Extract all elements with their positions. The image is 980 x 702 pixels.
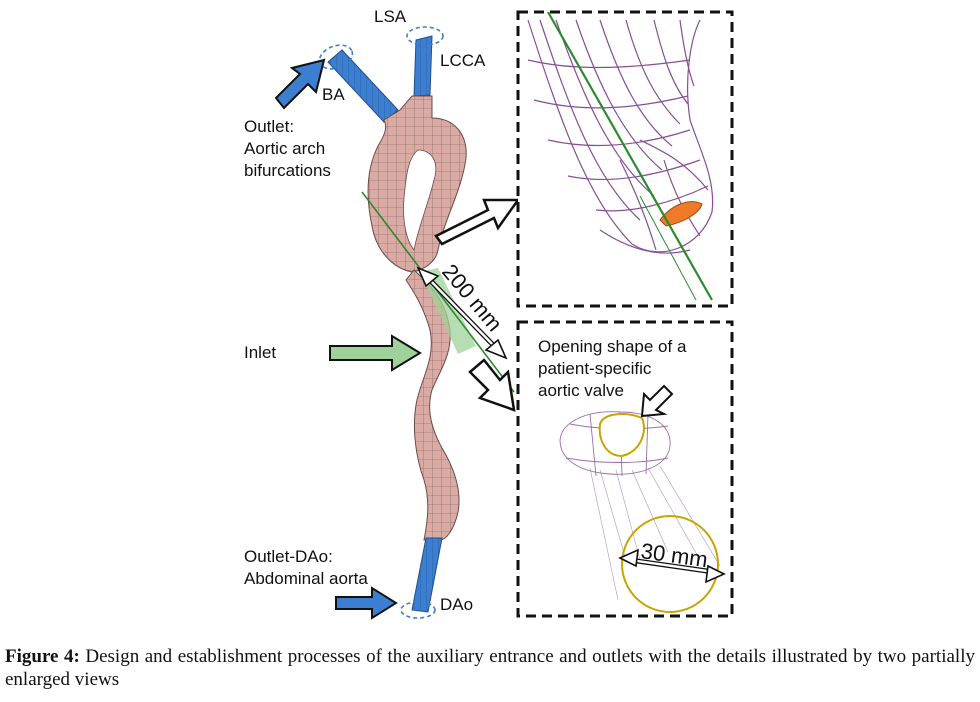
lsa-outlet-ring (406, 26, 444, 46)
label-inlet: Inlet (244, 343, 276, 362)
dao-outlet-ring (400, 601, 436, 619)
figure-caption: Figure 4: Design and establishment proce… (5, 645, 975, 691)
opening-pointer-arrow (640, 384, 674, 418)
label-outlet-2: Aortic arch (244, 139, 325, 158)
lower-inset (516, 320, 734, 618)
valve-orange (659, 201, 703, 227)
dao-extension (411, 537, 443, 613)
ba-extension (327, 49, 399, 123)
upper-inset-arrow (434, 198, 521, 246)
label-ba: BA (322, 85, 345, 104)
lcca-extension (413, 35, 433, 97)
upper-inset (516, 10, 734, 308)
label-opening-1: Opening shape of a (538, 337, 687, 356)
valve-axis-line (361, 191, 515, 393)
label-opening-3: aortic valve (538, 381, 624, 400)
label-dao: DAo (440, 595, 473, 614)
label-outlet-3: bifurcations (244, 161, 331, 180)
valve-opening-outline (598, 413, 645, 458)
label-outlet-dao-2: Abdominal aorta (244, 569, 368, 588)
label-opening-2: patient-specific (538, 359, 652, 378)
inlet-arrow (329, 334, 422, 372)
dim-30-arrow (618, 548, 726, 584)
label-outlet-dao-1: Outlet-DAo: (244, 547, 333, 566)
aorta-model (327, 35, 515, 613)
dim-200-arrow (416, 266, 508, 360)
label-outlet-1: Outlet: (244, 117, 294, 136)
label-lsa: LSA (374, 7, 407, 26)
caption-text: Design and establishment processes of th… (5, 646, 975, 690)
arch-inner-gap (403, 149, 437, 251)
descending-aorta (405, 269, 460, 541)
aorta-model-figure: 200 mm (244, 7, 734, 620)
ba-arrow (274, 58, 326, 110)
lower-inset-arrow (468, 358, 516, 412)
inlet-circle (621, 515, 719, 613)
dao-arrow (335, 586, 398, 620)
label-lcca: LCCA (440, 51, 486, 70)
caption-label: Figure 4: (5, 646, 80, 667)
inlet-region (420, 268, 476, 354)
